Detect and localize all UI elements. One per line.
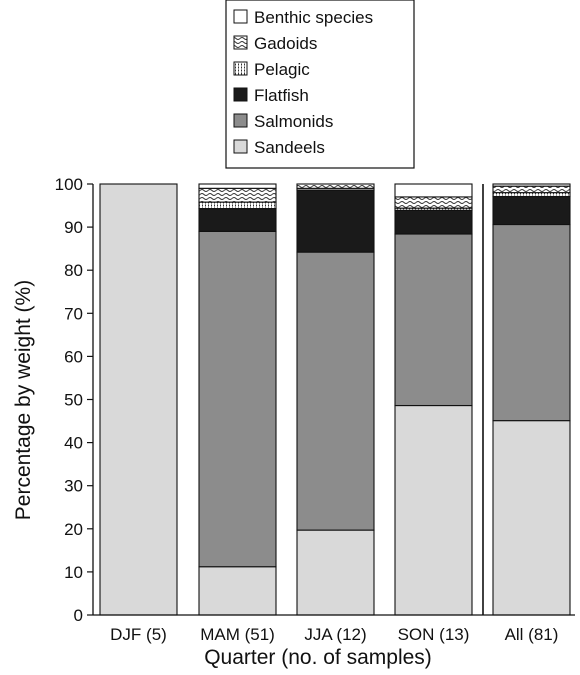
y-tick-label: 90 <box>64 218 83 237</box>
plot-area: DJF (5) MAM (51) JJA (12) SON (13) All (81) <box>99 183 571 644</box>
legend: Benthic species Gadoids Pelagic Flatfish Sal… <box>225 0 415 169</box>
y-tick-label: 30 <box>64 477 83 496</box>
bar-segment-gadoids <box>394 196 473 209</box>
legend-swatch-pelagic <box>233 61 248 76</box>
x-axis-title: Quarter (no. of samples) <box>204 646 432 669</box>
bar-segment-sandeels <box>99 183 178 616</box>
bar-segment-benthic-species <box>394 183 473 198</box>
bar-segment-sandeels <box>296 529 375 616</box>
y-tick-label: 10 <box>64 563 83 582</box>
legend-label-flatfish: Flatfish <box>254 86 309 105</box>
bar-segment-benthic-species <box>492 183 571 187</box>
y-tick-label: 60 <box>64 347 83 366</box>
legend-label-sandeels: Sandeels <box>254 138 325 157</box>
bar-segment-sandeels <box>394 404 473 616</box>
y-tick-label: 0 <box>74 606 83 625</box>
bar-segment-salmonids <box>198 230 277 568</box>
y-tick-label: 20 <box>64 520 83 539</box>
bar-segment-salmonids <box>492 223 571 422</box>
legend-label-benthic-species: Benthic species <box>254 8 373 27</box>
bar-segment-gadoids <box>492 185 571 194</box>
legend-swatch-benthic-species <box>233 9 248 24</box>
bar-segment-flatfish <box>198 208 277 232</box>
bar-segment-salmonids <box>394 233 473 407</box>
y-tick-label: 40 <box>64 434 83 453</box>
bar-segment-flatfish <box>492 195 571 226</box>
legend-label-pelagic: Pelagic <box>254 60 310 79</box>
bar-segment-gadoids <box>296 183 375 189</box>
y-tick-label: 70 <box>64 304 83 323</box>
legend-label-salmonids: Salmonids <box>254 112 333 131</box>
legend-swatch-gadoids <box>233 35 248 50</box>
bar-segment-flatfish <box>296 189 375 253</box>
x-tick-label: MAM (51) <box>200 625 275 644</box>
legend-swatch-salmonids <box>233 113 248 128</box>
x-tick-label: All (81) <box>505 625 559 644</box>
y-tick-label: 50 <box>64 391 83 410</box>
x-tick-label: DJF (5) <box>110 625 167 644</box>
bar-segment-pelagic <box>198 201 277 210</box>
y-tick-label: 80 <box>64 261 83 280</box>
bar-segment-pelagic <box>492 192 571 198</box>
x-tick-label: JJA (12) <box>304 625 366 644</box>
bar-segment-benthic-species <box>198 183 277 189</box>
legend-swatch-flatfish <box>233 87 248 102</box>
bar-segment-gadoids <box>198 187 277 203</box>
bar-segment-sandeels <box>198 566 277 616</box>
axes: 0 10 20 30 40 50 60 70 80 90 100 <box>55 175 575 625</box>
y-axis-title: Percentage by weight (%) <box>12 280 35 520</box>
y-tick-label: 100 <box>55 175 83 194</box>
x-tick-label: SON (13) <box>398 625 470 644</box>
legend-swatch-sandeels <box>233 139 248 154</box>
legend-label-gadoids: Gadoids <box>254 34 317 53</box>
bar-segment-sandeels <box>492 420 571 616</box>
bar-segment-flatfish <box>394 209 473 235</box>
bar-segment-salmonids <box>296 251 375 531</box>
legend-frame <box>225 0 415 169</box>
